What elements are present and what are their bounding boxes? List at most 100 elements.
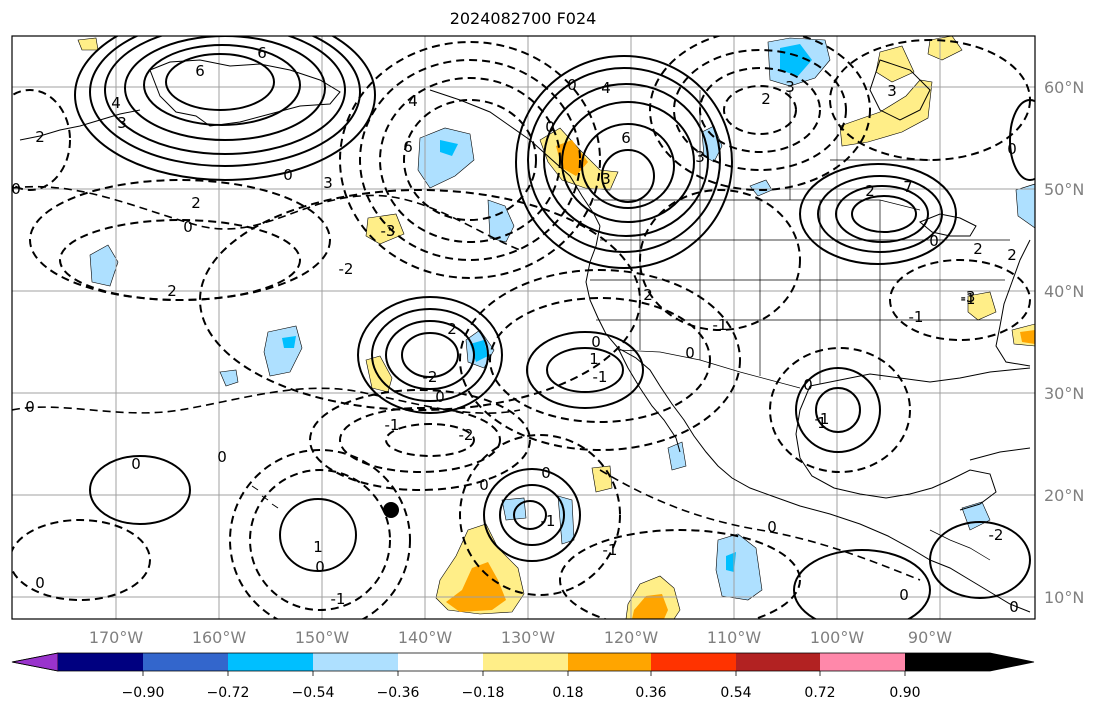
colorbar-segment bbox=[483, 653, 568, 671]
colorbar-segment bbox=[820, 653, 905, 671]
contour-label: 6 bbox=[257, 44, 267, 62]
contour-label: 3 bbox=[695, 148, 705, 166]
contour-label: 0 bbox=[131, 455, 141, 473]
contour-label: -1 bbox=[593, 368, 608, 386]
colorbar-segment bbox=[568, 653, 651, 671]
contour-label: 6 bbox=[403, 138, 413, 156]
east-coast bbox=[995, 239, 1031, 367]
lon-label: 110°W bbox=[707, 628, 762, 647]
lon-label: 140°W bbox=[398, 628, 453, 647]
contour-label: 2 bbox=[35, 128, 45, 146]
map-frame bbox=[11, 35, 1036, 620]
contour-label: -3 bbox=[961, 288, 976, 306]
positive-contours bbox=[74, 36, 1035, 619]
colorbar-tick-label: 0.72 bbox=[804, 685, 835, 701]
west-coast bbox=[585, 225, 1031, 613]
blue-patch bbox=[89, 244, 119, 287]
contour-label: -1 bbox=[713, 316, 728, 334]
shaded-field bbox=[77, 36, 1035, 619]
contour-label: 0 bbox=[1009, 598, 1019, 616]
aleutian-islands bbox=[19, 109, 141, 141]
yellow-patch bbox=[77, 37, 99, 51]
cuba bbox=[969, 447, 1031, 461]
map-title: 2024082700 F024 bbox=[449, 9, 597, 28]
cyan-core bbox=[440, 140, 458, 156]
colorbar-extend-high bbox=[905, 653, 1034, 671]
colorbar-labels: −0.90 −0.72 −0.54 −0.36 −0.18 0.18 0.36 … bbox=[122, 685, 921, 701]
contour-label: 0 bbox=[1007, 140, 1017, 158]
panhandle-coast bbox=[429, 89, 601, 227]
contour-label: 6 bbox=[621, 129, 631, 147]
longitude-labels: 170°W 160°W 150°W 140°W 130°W 120°W 110°… bbox=[89, 628, 952, 647]
colorbar-segment bbox=[228, 653, 313, 671]
baja-peninsula bbox=[617, 347, 681, 453]
colorbar-ticks bbox=[142, 671, 906, 676]
colorbar-tick-label: 0.90 bbox=[889, 685, 920, 701]
lat-label: 20°N bbox=[1044, 486, 1084, 505]
contour-label: 0 bbox=[591, 333, 601, 351]
colorbar-tick-label: 0.36 bbox=[635, 685, 666, 701]
contour-labels: 6 6 4 4 3 0 0 2 2 3 0 0 6 3 6 4 3 2 3 2 bbox=[12, 44, 1019, 616]
contour-label: 2 bbox=[865, 182, 875, 200]
cyan-core bbox=[282, 336, 296, 348]
contour-label: -2 bbox=[339, 260, 354, 278]
negative-core-shading bbox=[282, 44, 812, 572]
lat-label: 30°N bbox=[1044, 384, 1084, 403]
contour-label: 1 bbox=[589, 350, 599, 368]
colorbar: −0.90 −0.72 −0.54 −0.36 −0.18 0.18 0.36 … bbox=[11, 652, 1035, 701]
contour-label: 1 bbox=[817, 414, 827, 432]
contour-label: 2 bbox=[761, 90, 771, 108]
colorbar-tick-label: −0.54 bbox=[292, 685, 335, 701]
blue-patch bbox=[219, 369, 239, 387]
lat-label: 40°N bbox=[1044, 282, 1084, 301]
contour-label: 3 bbox=[601, 170, 611, 188]
map-panel: 6 6 4 4 3 0 0 2 2 3 0 0 6 3 6 4 3 2 3 2 bbox=[11, 35, 1036, 620]
location-marker bbox=[383, 502, 399, 518]
lat-label: 60°N bbox=[1044, 78, 1084, 97]
contour-label: 0 bbox=[929, 232, 939, 250]
lat-label: 50°N bbox=[1044, 180, 1084, 199]
contour-label: 0 bbox=[315, 558, 325, 576]
colorbar-tick-label: 0.18 bbox=[552, 685, 583, 701]
contour-label: 0 bbox=[567, 76, 577, 94]
blue-patch bbox=[1015, 183, 1035, 229]
cyan-core bbox=[780, 44, 812, 76]
contour-label: 4 bbox=[408, 92, 418, 110]
hudson-bay bbox=[869, 59, 931, 121]
lat-label: 10°N bbox=[1044, 588, 1084, 607]
lon-label: 90°W bbox=[908, 628, 952, 647]
contour-label: -1 bbox=[541, 512, 556, 530]
contour-label: 2 bbox=[191, 194, 201, 212]
contour-label: -1 bbox=[961, 290, 976, 308]
contour-label: -1 bbox=[815, 410, 830, 428]
contour-label: 0 bbox=[183, 218, 193, 236]
blue-patch bbox=[715, 533, 763, 601]
contour-label: 0 bbox=[541, 464, 551, 482]
colorbar-segment bbox=[651, 653, 736, 671]
lon-label: 150°W bbox=[295, 628, 350, 647]
lon-label: 100°W bbox=[810, 628, 865, 647]
lon-label: 160°W bbox=[192, 628, 247, 647]
contour-label: -2 bbox=[459, 426, 474, 444]
contour-label: -1 bbox=[603, 541, 618, 559]
colorbar-tick-label: −0.72 bbox=[207, 685, 250, 701]
contour-label: 3 bbox=[323, 174, 333, 192]
yellow-patch bbox=[365, 213, 405, 245]
colorbar-tick-label: −0.18 bbox=[462, 685, 505, 701]
contour-label: 0 bbox=[899, 586, 909, 604]
contour-label: -1 bbox=[385, 416, 400, 434]
colorbar-tick-label: −0.36 bbox=[377, 685, 420, 701]
contour-label: 2 bbox=[1007, 246, 1017, 264]
alaska-coast bbox=[149, 59, 341, 127]
contour-label: 3 bbox=[887, 82, 897, 100]
contour-label: -1 bbox=[909, 308, 924, 326]
contour-label: 4 bbox=[111, 94, 121, 112]
orange-core bbox=[632, 594, 668, 619]
contours bbox=[12, 36, 1035, 619]
contour-label: 0 bbox=[283, 166, 293, 184]
colorbar-segment bbox=[313, 653, 398, 671]
contour-label: 0 bbox=[767, 518, 777, 536]
us-mexico-border bbox=[617, 349, 801, 389]
contour-label: 1 bbox=[313, 538, 323, 556]
